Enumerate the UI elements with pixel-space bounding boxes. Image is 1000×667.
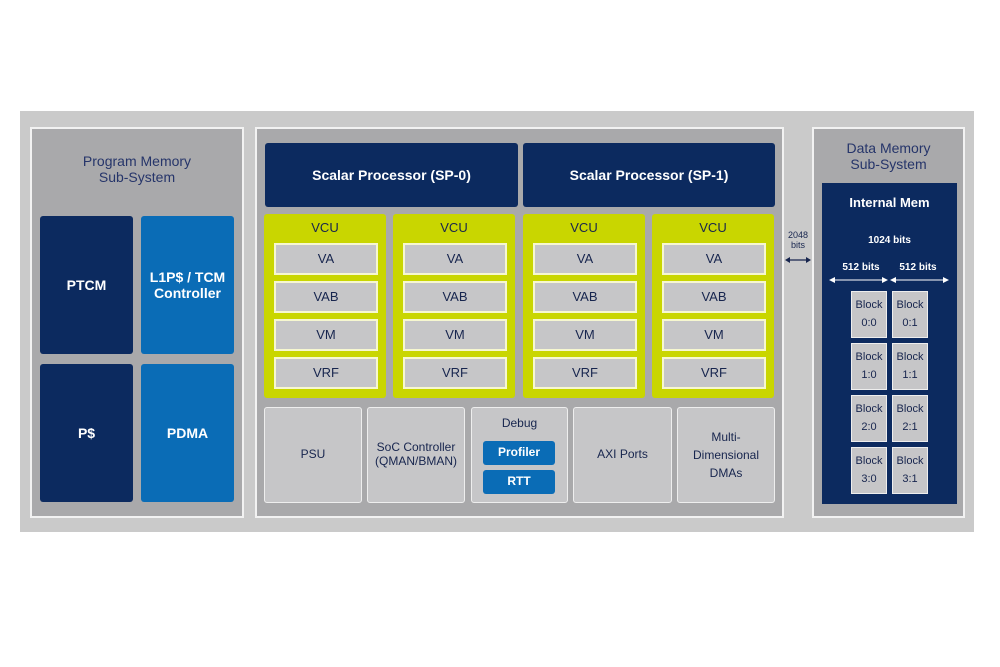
- vcu-unit-va: VA: [274, 243, 378, 275]
- vcu-unit-va: VA: [403, 243, 507, 275]
- multi-dimensional-dmas-block: Multi- Dimensional DMAs: [677, 407, 775, 503]
- half-width-right-label: 512 bits: [899, 262, 937, 274]
- vcu-unit-va: VA: [533, 243, 637, 275]
- vcu-unit-vm: VM: [403, 319, 507, 351]
- memory-block: Block 1:1: [892, 343, 928, 390]
- vcu-unit-vrf: VRF: [662, 357, 766, 389]
- debug-label: Debug: [501, 416, 538, 430]
- profiler-block: Profiler: [483, 441, 555, 465]
- memory-block: Block 1:0: [851, 343, 887, 390]
- half-width-left-label: 512 bits: [842, 262, 880, 274]
- internal-mem-block: [822, 183, 957, 504]
- scalar-processor-1: Scalar Processor (SP-1): [523, 143, 775, 207]
- memory-block: Block 0:1: [892, 291, 928, 338]
- vcu-unit-vab: VAB: [662, 281, 766, 313]
- mem-width-label: 1024 bits: [868, 235, 911, 247]
- rtt-block: RTT: [483, 470, 555, 494]
- memory-block: Block 0:0: [851, 291, 887, 338]
- axi-ports-block: AXI Ports: [573, 407, 672, 503]
- vcu-label: VCU: [699, 219, 727, 235]
- vcu-unit-vrf: VRF: [274, 357, 378, 389]
- vcu-unit-vab: VAB: [274, 281, 378, 313]
- vcu-label: VCU: [311, 219, 339, 235]
- vcu-label: VCU: [570, 219, 598, 235]
- program-memory-title: Program Memory Sub-System: [82, 152, 192, 185]
- vcu-unit-vrf: VRF: [403, 357, 507, 389]
- vcu-unit-vm: VM: [533, 319, 637, 351]
- vcu-label: VCU: [440, 219, 468, 235]
- vcu-unit-va: VA: [662, 243, 766, 275]
- vcu-unit-vrf: VRF: [533, 357, 637, 389]
- internal-mem-title: Internal Mem: [849, 194, 930, 210]
- ptcm-block: PTCM: [40, 216, 133, 354]
- soc-controller-block: SoC Controller (QMAN/BMAN): [367, 407, 465, 503]
- pdma-block: PDMA: [141, 364, 234, 502]
- vcu-unit-vab: VAB: [533, 281, 637, 313]
- psu-block: PSU: [264, 407, 362, 503]
- vcu-unit-vm: VM: [274, 319, 378, 351]
- bus-arrow-icon: [785, 257, 811, 263]
- scalar-processor-0: Scalar Processor (SP-0): [265, 143, 518, 207]
- vcu-unit-vm: VM: [662, 319, 766, 351]
- data-memory-title: Data Memory Sub-System: [846, 139, 931, 172]
- memory-block: Block 2:0: [851, 395, 887, 442]
- pcache-block: P$: [40, 364, 133, 502]
- memory-block: Block 2:1: [892, 395, 928, 442]
- vcu-unit-vab: VAB: [403, 281, 507, 313]
- memory-block: Block 3:0: [851, 447, 887, 494]
- bus-width-label: 2048 bits: [787, 229, 809, 250]
- half-width-arrows-icon: [829, 277, 949, 283]
- memory-block: Block 3:1: [892, 447, 928, 494]
- l1p-tcm-controller-block: L1P$ / TCM Controller: [141, 216, 234, 354]
